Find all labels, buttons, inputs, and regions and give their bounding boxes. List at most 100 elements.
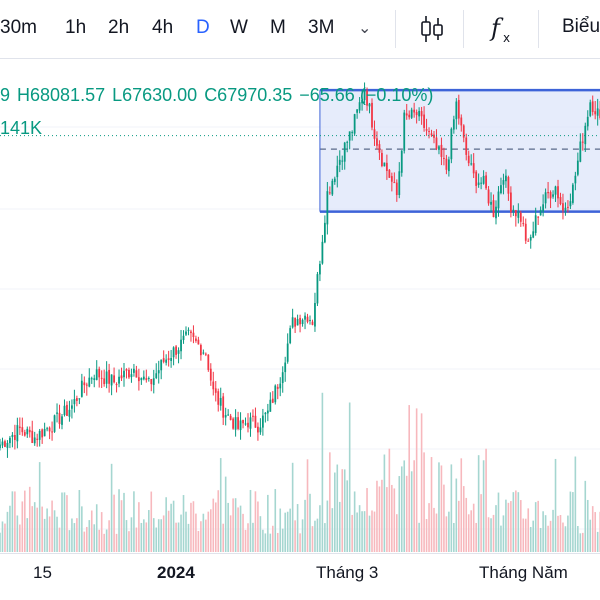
- candle-body: [36, 438, 39, 440]
- candle-body: [88, 377, 91, 387]
- candle-body: [537, 216, 540, 218]
- candle-body: [150, 379, 153, 385]
- volume-bar: [150, 491, 153, 552]
- candle-body: [485, 175, 487, 189]
- volume-bar: [113, 494, 115, 552]
- candle-body: [571, 184, 574, 203]
- candle-body: [68, 409, 71, 417]
- candle-body: [197, 339, 200, 345]
- volume-bar: [267, 494, 269, 552]
- candlestick-chart-icon[interactable]: [417, 12, 447, 46]
- volume-bar: [584, 480, 587, 552]
- volume-bar: [321, 392, 324, 552]
- candle-body: [217, 391, 220, 405]
- candle-body: [373, 129, 376, 139]
- volume-bar: [438, 462, 440, 552]
- candle-body: [294, 317, 297, 327]
- svg-text:x: x: [503, 31, 510, 45]
- candle-body: [358, 102, 361, 111]
- candle-body: [167, 358, 170, 361]
- volume-bar: [229, 515, 232, 552]
- candle-body: [259, 427, 262, 433]
- volume-bar: [586, 499, 589, 552]
- candle-body: [180, 339, 182, 352]
- timeframe-d[interactable]: D: [196, 17, 210, 38]
- volume-bar: [574, 456, 577, 552]
- volume-bar: [125, 520, 128, 552]
- candle-body: [85, 384, 88, 386]
- candle-body: [51, 431, 53, 433]
- volume-bar: [363, 511, 366, 552]
- volume-bar: [177, 522, 180, 552]
- volume-bar: [341, 469, 344, 552]
- candle-body: [155, 373, 158, 379]
- volume-bar: [51, 500, 53, 552]
- volume-bar: [485, 448, 487, 552]
- candle-body: [576, 160, 579, 175]
- timeframe-2h[interactable]: 2h: [108, 17, 130, 38]
- candle-body: [137, 377, 140, 382]
- volume-bar: [589, 519, 592, 552]
- volume-bar: [180, 514, 182, 552]
- timeframe-m[interactable]: M: [270, 17, 286, 38]
- candle-body: [336, 165, 339, 178]
- candle-body: [490, 201, 492, 205]
- volume-bar: [66, 495, 68, 552]
- layout-menu-button[interactable]: Biểu: [562, 16, 600, 37]
- volume-bar: [378, 486, 381, 552]
- volume-bar: [195, 513, 197, 552]
- volume-bar: [520, 500, 522, 552]
- candle-body: [108, 369, 111, 384]
- candle-body: [331, 180, 334, 195]
- volume-bar: [182, 495, 185, 552]
- candle-body: [190, 331, 192, 334]
- candle-body: [333, 178, 336, 182]
- volume-bar: [448, 511, 450, 552]
- timeframe-30m[interactable]: 30m: [0, 17, 37, 38]
- candle-body: [53, 415, 56, 432]
- timeframe-1h[interactable]: 1h: [65, 17, 87, 38]
- volume-bar: [582, 532, 584, 552]
- candle-body: [289, 328, 292, 344]
- candle-body: [405, 113, 408, 116]
- volume-bar: [33, 502, 36, 552]
- chevron-down-icon[interactable]: ⌄: [358, 20, 372, 37]
- timeframe-w[interactable]: W: [230, 17, 248, 38]
- volume-bar: [138, 502, 140, 552]
- volume-bar: [200, 521, 202, 552]
- volume-bar: [210, 509, 212, 552]
- candle-body: [500, 185, 502, 194]
- candle-body: [281, 372, 284, 384]
- volume-bar: [128, 531, 130, 552]
- price-volume-chart[interactable]: [0, 59, 600, 554]
- volume-bar: [329, 452, 331, 552]
- volume-bar: [410, 471, 413, 552]
- toolbar-divider: [463, 10, 464, 48]
- candle-body: [460, 117, 463, 126]
- volume-bar: [244, 529, 247, 552]
- volume-bar: [430, 457, 433, 552]
- candle-body: [6, 442, 9, 448]
- candle-body: [438, 146, 440, 150]
- fx-indicators-icon[interactable]: f x: [488, 12, 518, 46]
- candle-body: [552, 194, 554, 197]
- volume-bar: [467, 514, 470, 552]
- volume-bar: [108, 520, 110, 552]
- candle-body: [356, 109, 359, 113]
- volume-bar: [259, 516, 262, 552]
- volume-bar: [356, 512, 358, 552]
- candle-body: [522, 223, 525, 225]
- chart-toolbar: 30m 1h 2h 4h D W M 3M ⌄ f x Biểu: [0, 0, 600, 59]
- timeframe-3m[interactable]: 3M: [308, 17, 335, 38]
- volume-bar: [462, 486, 465, 552]
- candle-body: [21, 427, 24, 433]
- candle-body: [314, 302, 316, 327]
- volume-bar: [299, 533, 301, 552]
- volume-bar: [497, 492, 500, 552]
- timeframe-4h[interactable]: 4h: [152, 17, 174, 38]
- candle-body: [110, 374, 113, 386]
- volume-bar: [507, 502, 510, 552]
- candle-body: [306, 316, 309, 322]
- candle-body: [229, 415, 232, 420]
- volume-bar: [314, 520, 316, 552]
